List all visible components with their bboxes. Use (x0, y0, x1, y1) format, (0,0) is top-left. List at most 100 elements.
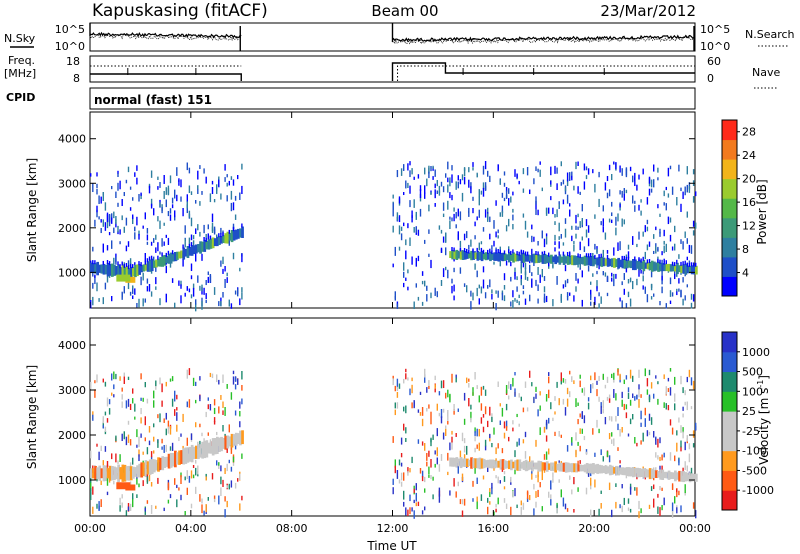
scatter-echo (590, 509, 592, 518)
scatter-echo (188, 237, 191, 245)
scatter-echo (478, 395, 480, 403)
scatter-echo (524, 431, 527, 438)
scatter-echo (501, 205, 504, 214)
scatter-echo (92, 183, 94, 193)
band-echo (650, 260, 654, 272)
band-echo (451, 457, 454, 467)
scatter-echo (98, 216, 100, 220)
scatter-echo (413, 400, 415, 407)
scatter-echo (440, 181, 443, 187)
band-echo (211, 237, 215, 249)
scatter-echo (455, 433, 457, 437)
power-colorbar-swatch (722, 198, 737, 219)
scatter-echo (392, 225, 394, 233)
scatter-echo (140, 373, 142, 380)
scatter-echo (596, 270, 598, 275)
scatter-echo (111, 392, 113, 396)
scatter-echo (144, 298, 146, 303)
band-edge-echo (489, 248, 491, 253)
scatter-echo (445, 232, 447, 238)
scatter-echo (522, 407, 525, 413)
scatter-echo (400, 472, 403, 481)
scatter-echo (201, 191, 203, 195)
scatter-echo (113, 227, 115, 234)
scatter-echo (218, 301, 220, 307)
scatter-echo (493, 220, 495, 229)
scatter-echo (171, 442, 174, 451)
xtick-label: 20:00 (578, 522, 610, 535)
scatter-echo (205, 234, 207, 241)
scatter-echo (403, 282, 405, 288)
band-echo (174, 450, 177, 468)
band-echo (575, 255, 578, 265)
feature-echo (116, 274, 131, 282)
scatter-echo (585, 487, 588, 495)
scatter-echo (186, 162, 188, 171)
scatter-echo (613, 377, 615, 383)
band-echo (617, 257, 620, 269)
scatter-echo (632, 281, 634, 290)
scatter-echo (537, 284, 539, 291)
scatter-echo (667, 377, 670, 382)
scatter-echo (554, 411, 556, 415)
scatter-echo (438, 185, 441, 194)
scatter-echo (169, 214, 172, 221)
scatter-echo (207, 432, 209, 436)
scatter-echo (96, 503, 98, 509)
scatter-echo (583, 435, 586, 441)
band-edge-echo (463, 248, 466, 252)
scatter-echo (186, 437, 188, 446)
scatter-echo (203, 510, 205, 516)
scatter-echo (621, 484, 623, 489)
band-echo (520, 252, 524, 263)
scatter-echo (512, 208, 514, 213)
band-echo (493, 459, 496, 469)
scatter-echo (632, 195, 634, 204)
scatter-echo (182, 208, 184, 217)
scatter-echo (121, 494, 123, 499)
scatter-echo (180, 179, 182, 188)
scatter-echo (684, 484, 686, 494)
band-echo (190, 245, 194, 256)
scatter-echo (457, 181, 459, 189)
scatter-echo (661, 465, 663, 474)
scatter-echo (190, 275, 193, 280)
band-echo (526, 461, 530, 471)
band-echo (632, 467, 635, 478)
scatter-echo (512, 420, 514, 425)
band-echo (558, 254, 562, 265)
scatter-echo (550, 196, 552, 201)
scatter-echo (134, 232, 136, 240)
scatter-echo (157, 414, 159, 419)
scatter-echo (566, 172, 569, 182)
xlabel: Time UT (366, 539, 417, 553)
nsky-tick-top: 10^5 (55, 23, 85, 36)
scatter-echo (407, 286, 409, 291)
band-echo (533, 253, 536, 264)
scatter-echo (96, 205, 98, 213)
scatter-echo (505, 385, 508, 394)
scatter-echo (144, 382, 146, 388)
scatter-echo (648, 504, 651, 509)
scatter-echo (201, 301, 203, 310)
scatter-echo (394, 409, 396, 416)
scatter-echo (680, 203, 682, 212)
band-echo (449, 457, 452, 467)
scatter-echo (512, 300, 514, 309)
scatter-echo (661, 454, 663, 461)
scatter-echo (653, 431, 655, 438)
band-echo (176, 452, 179, 465)
band-echo (676, 262, 679, 275)
scatter-echo (692, 169, 695, 175)
scatter-echo (617, 242, 619, 252)
scatter-echo (495, 447, 497, 455)
band-echo (659, 262, 662, 272)
scatter-echo (232, 202, 235, 211)
scatter-echo (92, 296, 94, 306)
band-echo (96, 261, 99, 276)
scatter-echo (403, 271, 405, 278)
scatter-echo (153, 400, 155, 408)
scatter-echo (598, 508, 600, 516)
scatter-echo (508, 198, 510, 206)
scatter-echo (224, 467, 226, 474)
